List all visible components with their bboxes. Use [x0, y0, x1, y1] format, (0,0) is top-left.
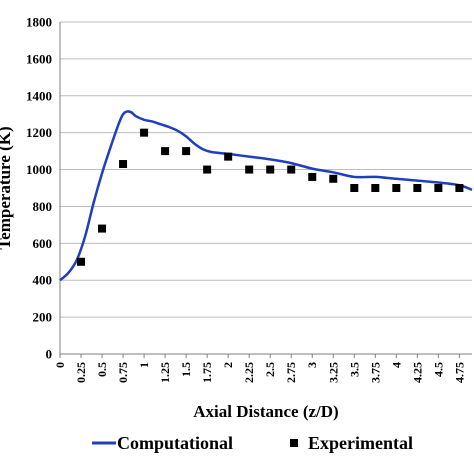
- legend: Computational Experimental: [92, 433, 413, 453]
- experimental-point: [203, 165, 212, 174]
- experimental-point: [371, 184, 380, 192]
- experimental-point: [245, 165, 254, 174]
- x-tick-label: 0.25: [74, 362, 88, 383]
- legend-experimental-label: Experimental: [308, 433, 413, 453]
- y-tick-label: 1600: [26, 51, 52, 66]
- series-layer: [59, 110, 473, 282]
- x-tick-label: 2: [221, 362, 235, 368]
- x-tick-label: 1: [137, 362, 151, 368]
- x-tick-label: 3.75: [368, 362, 382, 383]
- y-tick-label: 400: [33, 273, 53, 288]
- experimental-point: [119, 160, 128, 169]
- legend-experimental-swatch: [290, 439, 298, 447]
- experimental-point: [287, 165, 296, 174]
- experimental-point: [455, 184, 464, 192]
- x-tick-label: 4.25: [410, 362, 424, 383]
- y-tick-labels: 0 200 400 600 800 1000 1200 1400 1600 1800: [26, 15, 52, 362]
- y-tick-label: 1400: [26, 88, 52, 103]
- x-tick-label: 2.25: [242, 362, 256, 383]
- experimental-point: [413, 184, 422, 192]
- x-tick-label: 2.5: [263, 362, 277, 377]
- experimental-point: [140, 128, 149, 137]
- x-axis-title: Axial Distance (z/D): [193, 402, 338, 421]
- y-axis-title: Temperature (K): [0, 126, 14, 249]
- x-tick-labels: 0 0.25 0.5 0.75 1 1.25 1.5 1.75 2 2.25 2.5 2.75 3 3.2…: [53, 362, 466, 383]
- axes: [59, 22, 472, 358]
- experimental-point: [266, 165, 275, 174]
- y-tick-label: 1200: [26, 125, 52, 140]
- y-tick-label: 600: [33, 236, 53, 251]
- experimental-point: [77, 257, 86, 266]
- experimental-point: [98, 224, 107, 233]
- x-tick-label: 2.75: [284, 362, 298, 383]
- experimental-point: [161, 147, 170, 156]
- x-tick-label: 0.5: [95, 362, 109, 377]
- y-tick-label: 200: [33, 310, 53, 325]
- x-tick-label: 3: [305, 362, 319, 368]
- x-tick-label: 1.5: [179, 362, 193, 377]
- experimental-point: [308, 172, 317, 181]
- experimental-point: [182, 147, 191, 156]
- y-tick-label: 1000: [26, 162, 52, 177]
- legend-computational-label: Computational: [117, 433, 233, 453]
- x-tick-label: 0: [53, 362, 67, 368]
- x-tick-label: 0.75: [116, 362, 130, 383]
- computational-series-line: [59, 110, 473, 282]
- experimental-point: [329, 174, 338, 183]
- x-tick-label: 4.5: [431, 362, 445, 377]
- x-tick-label: 4.75: [452, 362, 466, 383]
- x-tick-label: 3.25: [326, 362, 340, 383]
- x-tick-label: 1.25: [158, 362, 172, 383]
- y-tick-label: 1800: [26, 15, 52, 30]
- x-tick-label: 4: [389, 362, 403, 368]
- y-tick-label: 800: [33, 199, 53, 214]
- x-tick-label: 3.5: [347, 362, 361, 377]
- experimental-point: [434, 184, 443, 192]
- experimental-point: [350, 184, 359, 192]
- x-tick-label: 1.75: [200, 362, 214, 383]
- experimental-point: [224, 152, 233, 161]
- y-tick-label: 0: [46, 347, 53, 362]
- experimental-point: [392, 184, 401, 192]
- gridlines: [60, 21, 472, 355]
